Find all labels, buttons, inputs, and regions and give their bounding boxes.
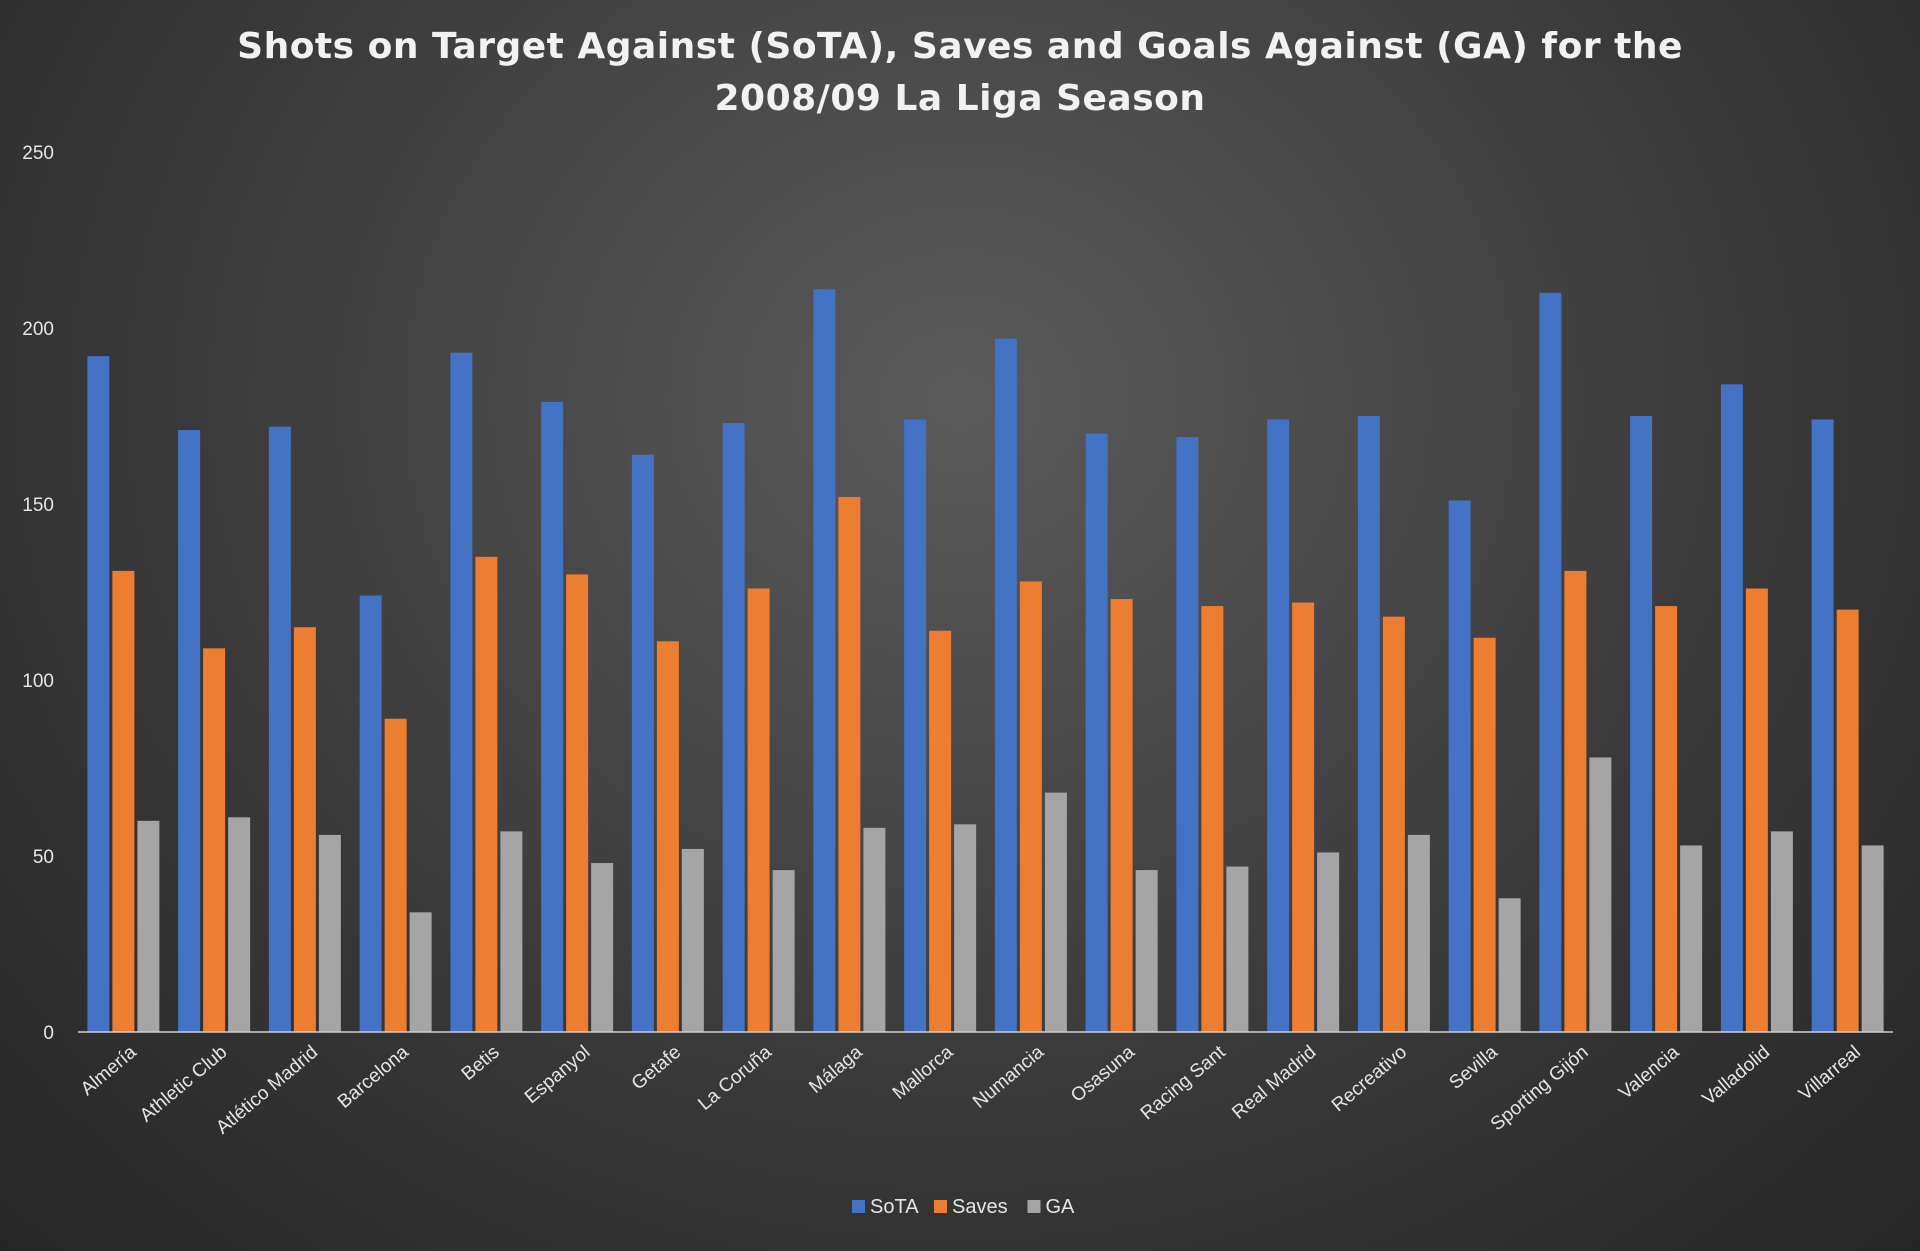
x-tick-label: Numancia bbox=[969, 1041, 1048, 1112]
bar-sota-8 bbox=[813, 289, 836, 1032]
bar-ga-9 bbox=[954, 824, 977, 1032]
bar-saves-15 bbox=[1473, 637, 1496, 1032]
bar-sota-6 bbox=[631, 454, 654, 1033]
bar-sota-5 bbox=[541, 401, 564, 1032]
bar-saves-6 bbox=[656, 641, 679, 1032]
x-tick-label: Valencia bbox=[1615, 1041, 1684, 1103]
y-axis: 0 50 100 150 200 250 bbox=[22, 143, 54, 1044]
bar-ga-16 bbox=[1589, 757, 1612, 1032]
x-tick-label: Sporting Gijón bbox=[1487, 1042, 1593, 1135]
bar-ga-11 bbox=[1135, 870, 1158, 1032]
bar-sota-15 bbox=[1448, 500, 1471, 1033]
bar-saves-0 bbox=[112, 570, 135, 1032]
bar-sota-0 bbox=[87, 356, 110, 1032]
legend-label-saves: Saves bbox=[952, 1196, 1008, 1218]
x-tick-label: Villarreal bbox=[1795, 1042, 1865, 1105]
y-tick-label: 0 bbox=[43, 1023, 54, 1044]
x-tick-label: Osasuna bbox=[1067, 1041, 1139, 1106]
bar-sota-10 bbox=[994, 338, 1017, 1032]
x-tick-label: Valladolid bbox=[1699, 1042, 1775, 1110]
bar-saves-1 bbox=[203, 648, 226, 1032]
bar-saves-16 bbox=[1564, 570, 1587, 1032]
x-tick-label: Racing Sant bbox=[1137, 1041, 1230, 1124]
x-tick-label: Mallorca bbox=[889, 1041, 958, 1104]
bar-ga-6 bbox=[681, 848, 704, 1032]
bar-ga-18 bbox=[1770, 831, 1793, 1032]
bar-ga-10 bbox=[1044, 792, 1067, 1032]
bar-saves-8 bbox=[838, 496, 861, 1033]
bar-ga-14 bbox=[1407, 834, 1430, 1032]
x-tick-label: Almería bbox=[77, 1041, 141, 1099]
y-tick-label: 100 bbox=[22, 671, 54, 692]
x-tick-label: Barcelona bbox=[334, 1041, 413, 1112]
bars-group bbox=[87, 289, 1884, 1033]
x-tick-label: Recreativo bbox=[1328, 1042, 1411, 1116]
y-tick-label: 250 bbox=[22, 143, 54, 164]
bar-saves-18 bbox=[1745, 588, 1768, 1032]
bar-sota-3 bbox=[359, 595, 382, 1032]
bar-sota-1 bbox=[178, 430, 201, 1033]
bar-sota-4 bbox=[450, 352, 473, 1032]
bar-saves-3 bbox=[384, 718, 407, 1032]
y-tick-label: 50 bbox=[33, 847, 54, 868]
bar-ga-8 bbox=[863, 827, 886, 1032]
legend-label-sota: SoTA bbox=[870, 1196, 919, 1218]
bar-sota-14 bbox=[1357, 416, 1380, 1032]
bar-sota-17 bbox=[1630, 416, 1653, 1032]
bar-ga-1 bbox=[228, 817, 251, 1032]
bar-saves-17 bbox=[1655, 606, 1678, 1032]
bar-sota-13 bbox=[1267, 419, 1290, 1032]
bar-ga-4 bbox=[500, 831, 523, 1032]
bar-ga-7 bbox=[772, 870, 795, 1032]
bar-ga-5 bbox=[591, 863, 614, 1032]
bar-saves-19 bbox=[1836, 609, 1859, 1032]
bar-sota-7 bbox=[722, 423, 745, 1032]
x-tick-label: Getafe bbox=[628, 1042, 685, 1095]
bar-sota-2 bbox=[268, 426, 291, 1032]
y-tick-label: 200 bbox=[22, 319, 54, 340]
bar-saves-11 bbox=[1110, 599, 1133, 1032]
bar-ga-19 bbox=[1861, 845, 1884, 1032]
legend-swatch-saves bbox=[934, 1200, 947, 1213]
bar-ga-3 bbox=[409, 912, 432, 1032]
legend-swatch-sota bbox=[852, 1200, 865, 1213]
x-tick-label: Espanyol bbox=[521, 1042, 594, 1108]
bar-ga-15 bbox=[1498, 898, 1521, 1032]
bar-saves-7 bbox=[747, 588, 770, 1032]
bar-saves-5 bbox=[566, 574, 589, 1032]
bar-ga-13 bbox=[1317, 852, 1340, 1032]
x-tick-label: Real Madrid bbox=[1228, 1042, 1320, 1124]
bar-sota-19 bbox=[1811, 419, 1834, 1032]
x-tick-label: La Coruña bbox=[694, 1041, 776, 1114]
bar-saves-2 bbox=[293, 627, 316, 1032]
bar-saves-4 bbox=[475, 556, 498, 1032]
bar-saves-10 bbox=[1019, 581, 1042, 1032]
bar-saves-9 bbox=[929, 630, 952, 1032]
bar-ga-0 bbox=[137, 820, 160, 1032]
y-tick-label: 150 bbox=[22, 495, 54, 516]
x-tick-label: Málaga bbox=[805, 1041, 867, 1097]
bar-sota-12 bbox=[1176, 437, 1199, 1032]
x-tick-label: Betis bbox=[458, 1042, 504, 1085]
bar-sota-11 bbox=[1085, 433, 1108, 1033]
legend-label-ga: GA bbox=[1046, 1196, 1076, 1218]
x-tick-label: Athletic Club bbox=[136, 1042, 231, 1127]
legend-swatch-ga bbox=[1027, 1200, 1041, 1213]
bar-ga-2 bbox=[318, 834, 341, 1032]
bar-saves-14 bbox=[1382, 616, 1405, 1032]
chart-title-line-1: Shots on Target Against (SoTA), Saves an… bbox=[237, 26, 1683, 67]
bar-ga-12 bbox=[1226, 866, 1249, 1032]
bar-ga-17 bbox=[1680, 845, 1703, 1032]
bar-sota-18 bbox=[1720, 384, 1743, 1032]
bar-sota-16 bbox=[1539, 292, 1562, 1032]
bar-saves-12 bbox=[1201, 606, 1224, 1032]
legend: SoTA Saves GA bbox=[852, 1196, 1075, 1218]
bar-sota-9 bbox=[904, 419, 927, 1032]
x-tick-label: Sevilla bbox=[1445, 1041, 1502, 1093]
chart-title-line-2: 2008/09 La Liga Season bbox=[714, 78, 1205, 119]
bar-saves-13 bbox=[1292, 602, 1315, 1032]
